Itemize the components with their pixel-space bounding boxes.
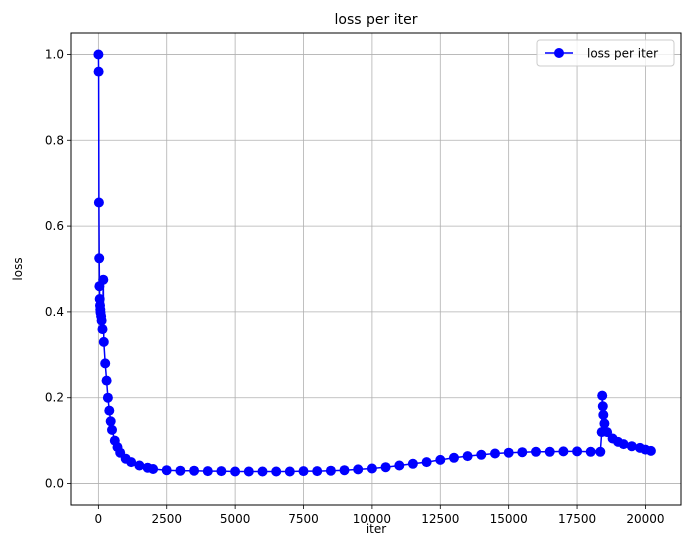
data-point (645, 445, 656, 456)
x-axis-label: iter (366, 522, 386, 536)
data-point (97, 324, 108, 335)
data-point (98, 336, 109, 347)
x-axis-ticks: 0 2500 5000 7500 10000 12500 15000 17500 20000 (95, 505, 665, 526)
data-point (101, 375, 112, 386)
legend-box (536, 39, 675, 67)
data-point (271, 466, 282, 477)
chart-title: loss per iter (335, 12, 418, 28)
data-point (517, 447, 528, 458)
data-point (312, 466, 323, 477)
data-point (94, 253, 105, 264)
data-point (572, 446, 583, 457)
series-layer (93, 49, 656, 477)
data-point (407, 458, 418, 469)
data-point (230, 466, 241, 477)
x-tick-label: 15000 (490, 512, 528, 526)
data-point (105, 416, 116, 427)
data-point (134, 460, 145, 471)
data-point (449, 452, 459, 463)
x-tick-label: 17500 (558, 512, 596, 526)
data-point (284, 466, 295, 477)
y-axis-label: loss (11, 257, 25, 280)
data-point (366, 463, 377, 474)
data-point (126, 457, 137, 468)
data-point (175, 465, 186, 476)
y-tick-label: 0.6 (45, 219, 64, 233)
legend-label: loss per iter (587, 47, 658, 61)
data-point (599, 418, 610, 429)
plot-frame (70, 32, 682, 506)
x-tick-label: 0 (95, 512, 103, 526)
data-point (104, 405, 115, 416)
data-point (325, 465, 336, 476)
data-point (598, 409, 609, 420)
data-point (462, 451, 473, 462)
data-point (189, 465, 200, 476)
data-point (490, 448, 500, 459)
data-point (597, 401, 608, 412)
y-tick-label: 0.8 (45, 133, 64, 147)
data-point (595, 446, 606, 457)
data-point (107, 424, 117, 435)
data-point (435, 454, 446, 465)
data-point (96, 315, 107, 326)
legend: loss per iter (536, 39, 675, 67)
data-point (597, 390, 608, 401)
y-tick-label: 0.0 (45, 477, 64, 491)
data-point (394, 460, 405, 471)
data-point (93, 197, 104, 208)
data-point (353, 464, 364, 475)
y-tick-label: 0.2 (45, 391, 64, 405)
data-point (243, 466, 254, 477)
data-point (98, 274, 109, 285)
data-point (558, 446, 569, 457)
data-point (544, 446, 555, 457)
x-tick-label: 5000 (220, 512, 251, 526)
x-tick-label: 12500 (421, 512, 459, 526)
data-point (100, 358, 111, 369)
legend-marker (554, 48, 564, 58)
data-point (339, 465, 350, 476)
data-point (148, 464, 159, 474)
y-axis-ticks: 0.0 0.2 0.4 0.6 0.8 1.0 (45, 47, 71, 491)
x-tick-label: 7500 (288, 512, 319, 526)
x-tick-label: 10000 (353, 512, 391, 526)
grid (71, 33, 681, 505)
x-tick-label: 2500 (151, 512, 182, 526)
x-tick-label: 20000 (626, 512, 664, 526)
data-point (531, 446, 541, 457)
y-tick-label: 0.4 (45, 305, 64, 319)
y-tick-label: 1.0 (45, 47, 64, 61)
data-point (476, 449, 487, 460)
data-point (421, 457, 432, 468)
data-point (257, 466, 268, 477)
data-point (585, 446, 596, 457)
data-point (161, 465, 172, 476)
data-point (93, 49, 104, 60)
data-point (380, 462, 391, 473)
data-point (626, 441, 637, 452)
data-point (216, 466, 227, 477)
data-point (102, 392, 113, 403)
data-point (298, 466, 309, 477)
data-point (618, 439, 629, 450)
data-point (503, 447, 514, 458)
data-point (93, 66, 104, 77)
data-point (202, 466, 213, 477)
